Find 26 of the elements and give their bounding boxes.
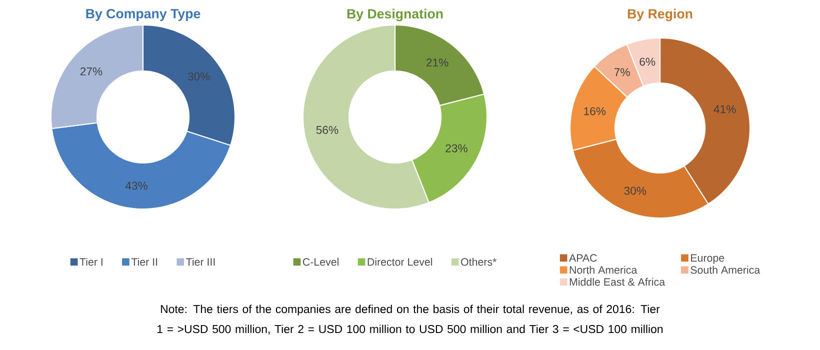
data-label: 27% bbox=[80, 67, 102, 76]
chart-title: By Company Type bbox=[86, 8, 200, 22]
legend-label: Tier III bbox=[186, 258, 215, 266]
data-label: 56% bbox=[316, 126, 338, 134]
text: Note: The tiers of the companies are defined on the basis of their total revenue, as of 2016: Tier 1 = >USD 500 million, Tier 2 = USD 100 million to USD 500 million and Tier 3 = <USD 100 million bbox=[158, 304, 663, 334]
data-label: 21% bbox=[426, 58, 448, 66]
data-label: 30% bbox=[624, 186, 646, 195]
legend-label: South America bbox=[690, 266, 760, 274]
chart-title: By Region bbox=[628, 8, 692, 22]
legend-label: C-Level bbox=[302, 258, 338, 266]
legend-label: APAC bbox=[569, 254, 597, 262]
legend-label: Director Level bbox=[368, 258, 432, 266]
data-label: 43% bbox=[125, 182, 148, 190]
legend-label: Middle East & Africa bbox=[570, 278, 666, 286]
data-label: 41% bbox=[714, 105, 736, 114]
legend-label: Tier I bbox=[80, 258, 102, 266]
legend-label: Others* bbox=[461, 258, 497, 266]
data-label: 6% bbox=[640, 58, 656, 66]
data-label: 7% bbox=[614, 68, 630, 76]
data-label: 16% bbox=[584, 107, 606, 116]
chart-title: By Designation bbox=[347, 8, 443, 22]
legend-label: Europe bbox=[691, 254, 724, 264]
legend-label: Tier II bbox=[131, 258, 158, 266]
data-label: 30% bbox=[188, 72, 210, 80]
data-label: 23% bbox=[446, 144, 468, 152]
legend-label: North America bbox=[570, 266, 638, 274]
